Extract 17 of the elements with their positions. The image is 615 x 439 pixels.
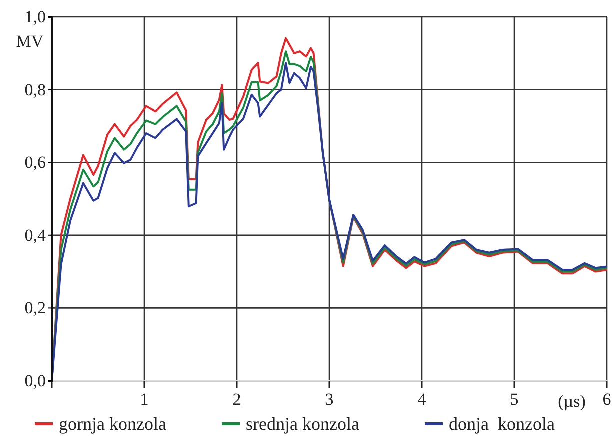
y-tick-label: 0,4 [24, 226, 46, 245]
y-tick-label: 0,2 [24, 298, 46, 318]
legend-label: srednja konzola [246, 414, 360, 434]
x-axis-title: (µs) [558, 392, 586, 411]
y-tick-label: 0,6 [24, 153, 46, 172]
x-tick-label: 6 [602, 390, 612, 410]
y-tick-label: 0,8 [24, 80, 46, 100]
x-tick-label: 3 [325, 390, 334, 410]
x-tick-label: 1 [140, 390, 149, 410]
y-tick-label: 0,0 [24, 371, 46, 390]
x-tick-label: 2 [232, 390, 242, 410]
legend-label: donja konzola [449, 414, 555, 434]
legend-label: gornja konzola [59, 414, 166, 434]
y-tick-label: 1,0 [24, 7, 46, 26]
x-tick-label: 5 [510, 390, 519, 410]
x-tick-label: 4 [418, 390, 427, 410]
y-axis-title: MV [16, 32, 44, 51]
